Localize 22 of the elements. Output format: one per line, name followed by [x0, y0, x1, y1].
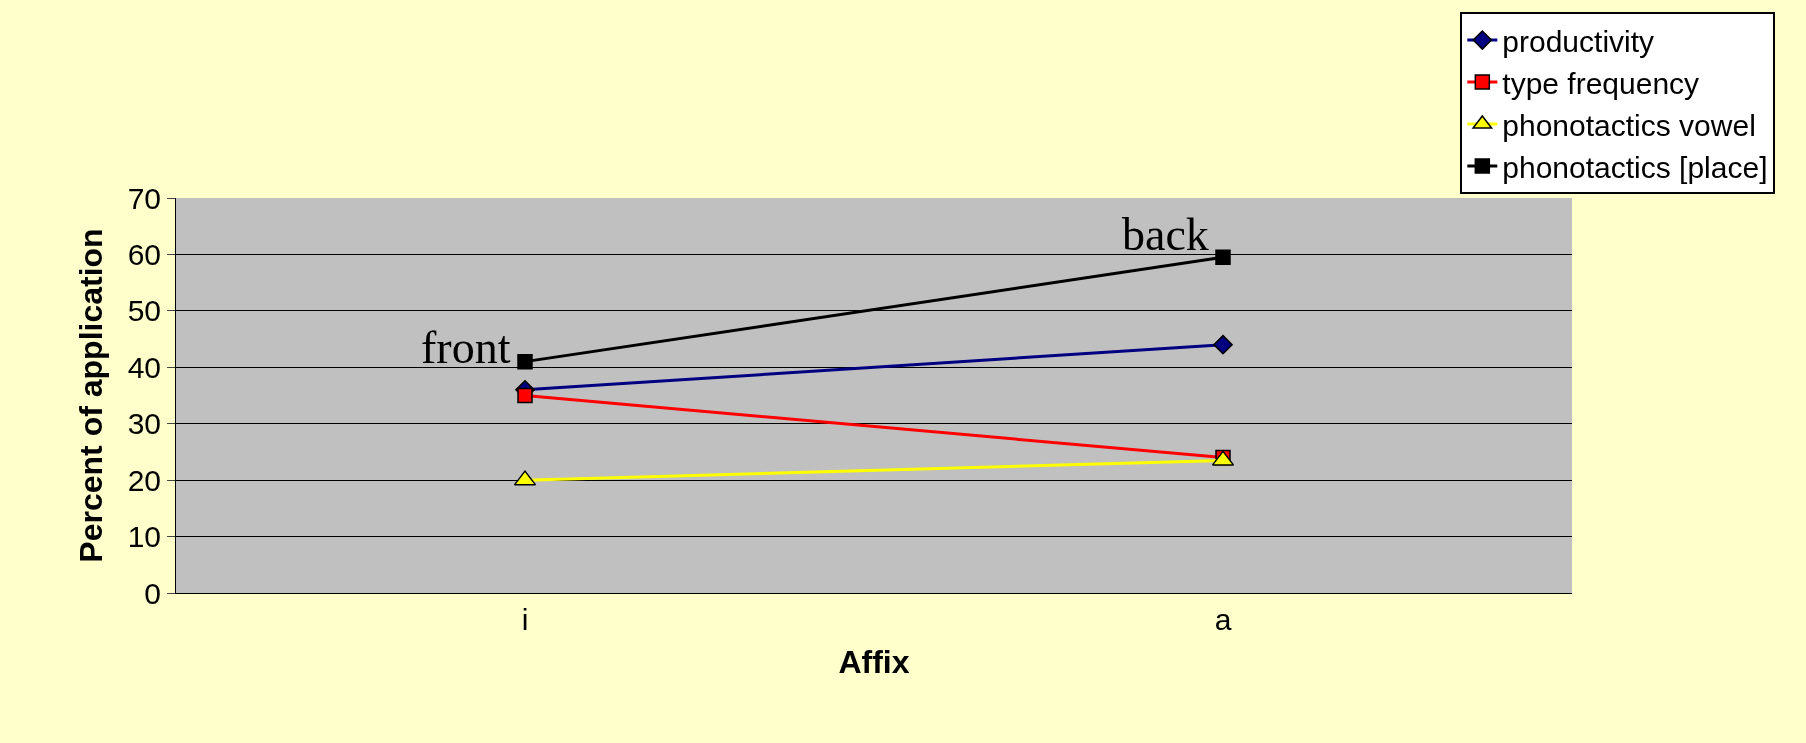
- y-tick-label: 60: [127, 237, 161, 271]
- y-tick-label: 30: [127, 407, 161, 441]
- y-tick-label: 0: [144, 576, 161, 610]
- annotation: back: [1122, 209, 1209, 260]
- y-tick-label: 40: [127, 350, 161, 384]
- y-tick-label: 70: [127, 181, 161, 215]
- point: [517, 387, 533, 404]
- point: [1215, 249, 1231, 265]
- point: [1213, 334, 1233, 355]
- legend-label: phonotactics [place]: [1502, 150, 1768, 184]
- y-axis-title: Percent of application: [72, 228, 109, 563]
- annotation: front: [421, 322, 511, 373]
- legend-label: type frequency: [1502, 66, 1700, 100]
- y-tick-label: 20: [127, 463, 161, 497]
- y-tick-label: 50: [127, 294, 161, 328]
- x-axis-title: Affix: [838, 643, 910, 680]
- point: [517, 353, 533, 370]
- x-tick-label: i: [521, 603, 529, 636]
- legend-label: productivity: [1502, 24, 1655, 58]
- y-tick-label: 10: [127, 520, 161, 554]
- legend-label: phonotactics vowel: [1502, 108, 1756, 142]
- x-tick-label: a: [1214, 603, 1232, 636]
